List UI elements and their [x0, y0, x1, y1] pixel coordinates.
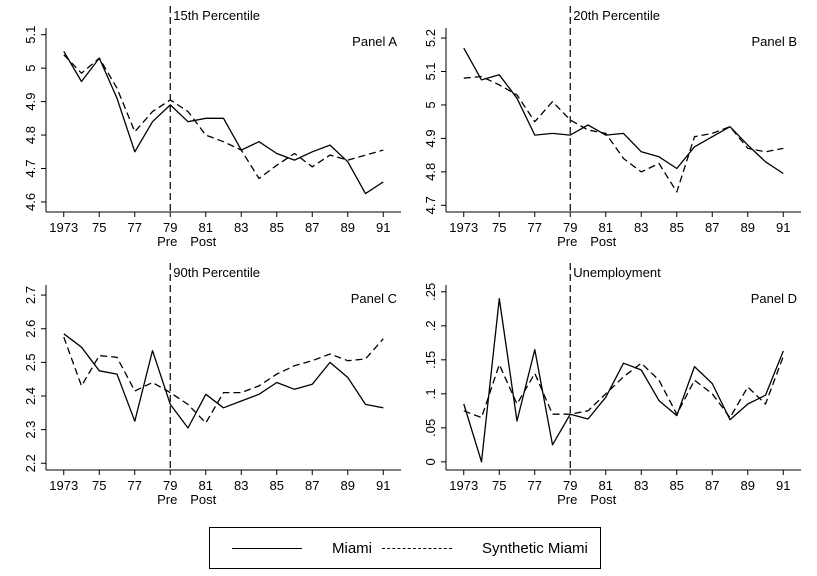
y-tick-label: .05 [423, 419, 438, 437]
y-tick-label: 4.9 [23, 93, 38, 111]
y-tick-label: 2.3 [23, 421, 38, 439]
y-tick-label: 5 [423, 101, 438, 108]
x-tick-label: 81 [199, 220, 213, 235]
y-tick-label: 5.1 [423, 62, 438, 80]
x-tick-label: 75 [92, 220, 106, 235]
x-tick-label: 81 [599, 220, 613, 235]
x-tick-label: 91 [376, 220, 390, 235]
x-tick-label: 87 [705, 478, 719, 493]
x-label-post: Post [590, 492, 616, 507]
x-tick-label: 79 [163, 220, 177, 235]
x-tick-label: 85 [670, 478, 684, 493]
y-tick-label: 5.1 [23, 26, 38, 44]
x-tick-label: 89 [741, 478, 755, 493]
y-tick-label: 5 [23, 65, 38, 72]
series-line-miami [463, 47, 784, 175]
x-tick-label: 89 [741, 220, 755, 235]
x-tick-label: 1973 [49, 478, 78, 493]
legend-label-synthetic-miami: Synthetic Miami [482, 539, 588, 557]
x-tick-label: 75 [492, 478, 506, 493]
y-tick-label: 4.9 [423, 129, 438, 147]
x-label-post: Post [190, 492, 216, 507]
panel-title: 20th Percentile [573, 8, 660, 23]
series-line-miami [63, 51, 384, 195]
x-tick-label: 81 [199, 478, 213, 493]
y-tick-label: .25 [423, 283, 438, 301]
legend-solid-line-swatch [232, 547, 302, 549]
panel-4: 0 .05 .1 .15 .2 .25 1973 75 77 79 81 83 85 87 89 91 Pre P… [423, 263, 801, 507]
x-tick-label: 1973 [449, 220, 478, 235]
y-tick-label: 4.8 [23, 126, 38, 144]
x-tick-label: 91 [776, 220, 790, 235]
y-tick-label: 2.6 [23, 320, 38, 338]
x-tick-label: 91 [376, 478, 390, 493]
y-tick-label: 0 [423, 458, 438, 465]
x-tick-label: 83 [234, 220, 248, 235]
x-tick-label: 89 [341, 220, 355, 235]
y-tick-label: .15 [423, 351, 438, 369]
series-line-synthetic-miami [463, 75, 784, 193]
panel-label: Panel C [351, 291, 397, 306]
y-tick-label: 4.7 [23, 159, 38, 177]
x-tick-label: 91 [776, 478, 790, 493]
y-tick-label: 2.4 [23, 387, 38, 405]
x-label-post: Post [190, 234, 216, 249]
x-tick-label: 87 [305, 478, 319, 493]
y-tick-label: .1 [423, 388, 438, 399]
x-tick-label: 83 [234, 478, 248, 493]
panel-label: Panel A [352, 34, 397, 49]
x-tick-label: 77 [128, 478, 142, 493]
legend-item-synthetic-miami: Synthetic Miami [382, 528, 588, 568]
y-tick-label: 4.7 [423, 196, 438, 214]
y-tick-label: 4.8 [423, 163, 438, 181]
y-tick-label: 4.6 [23, 193, 38, 211]
y-tick-label: .2 [423, 320, 438, 331]
panel-label: Panel D [751, 291, 797, 306]
x-tick-label: 75 [92, 478, 106, 493]
panel-title: Unemployment [573, 265, 661, 280]
x-label-pre: Pre [557, 492, 577, 507]
panel-2: 4.7 4.8 4.9 5 5.1 5.2 1973 75 77 79 81 83 85 87 89 91 Pr… [423, 6, 801, 249]
legend: Miami Synthetic Miami [209, 527, 601, 569]
x-tick-label: 1973 [449, 478, 478, 493]
x-tick-label: 79 [163, 478, 177, 493]
x-tick-label: 83 [634, 478, 648, 493]
y-tick-label: 5.2 [423, 29, 438, 47]
series-line-synthetic-miami [63, 54, 384, 180]
x-tick-label: 79 [563, 478, 577, 493]
panel-title: 15th Percentile [173, 8, 260, 23]
x-tick-label: 1973 [49, 220, 78, 235]
x-label-pre: Pre [157, 234, 177, 249]
series-line-miami [63, 333, 384, 429]
panel-label: Panel B [751, 34, 797, 49]
x-tick-label: 79 [563, 220, 577, 235]
x-tick-label: 85 [270, 478, 284, 493]
x-tick-label: 75 [492, 220, 506, 235]
series-line-synthetic-miami [63, 336, 384, 424]
panel-title: 90th Percentile [173, 265, 260, 280]
x-label-pre: Pre [157, 492, 177, 507]
panel-1: 4.6 4.7 4.8 4.9 5 5.1 1973 75 77 79 81 83 85 87 89 91 Pr… [23, 6, 401, 249]
x-tick-label: 77 [128, 220, 142, 235]
x-tick-label: 81 [599, 478, 613, 493]
legend-dashed-line-swatch [382, 547, 452, 549]
x-tick-label: 87 [305, 220, 319, 235]
x-label-post: Post [590, 234, 616, 249]
x-tick-label: 85 [270, 220, 284, 235]
x-tick-label: 77 [528, 220, 542, 235]
x-label-pre: Pre [557, 234, 577, 249]
x-tick-label: 87 [705, 220, 719, 235]
series-line-miami [463, 297, 784, 463]
x-tick-label: 83 [634, 220, 648, 235]
y-tick-label: 2.7 [23, 286, 38, 304]
x-tick-label: 77 [528, 478, 542, 493]
x-tick-label: 85 [670, 220, 684, 235]
y-tick-label: 2.2 [23, 454, 38, 472]
legend-item-miami: Miami [232, 528, 372, 568]
x-tick-label: 89 [341, 478, 355, 493]
panel-3: 2.2 2.3 2.4 2.5 2.6 2.7 1973 75 77 79 81 83 85 87 89 91… [23, 263, 401, 507]
y-tick-label: 2.5 [23, 353, 38, 371]
legend-label-miami: Miami [332, 539, 372, 557]
